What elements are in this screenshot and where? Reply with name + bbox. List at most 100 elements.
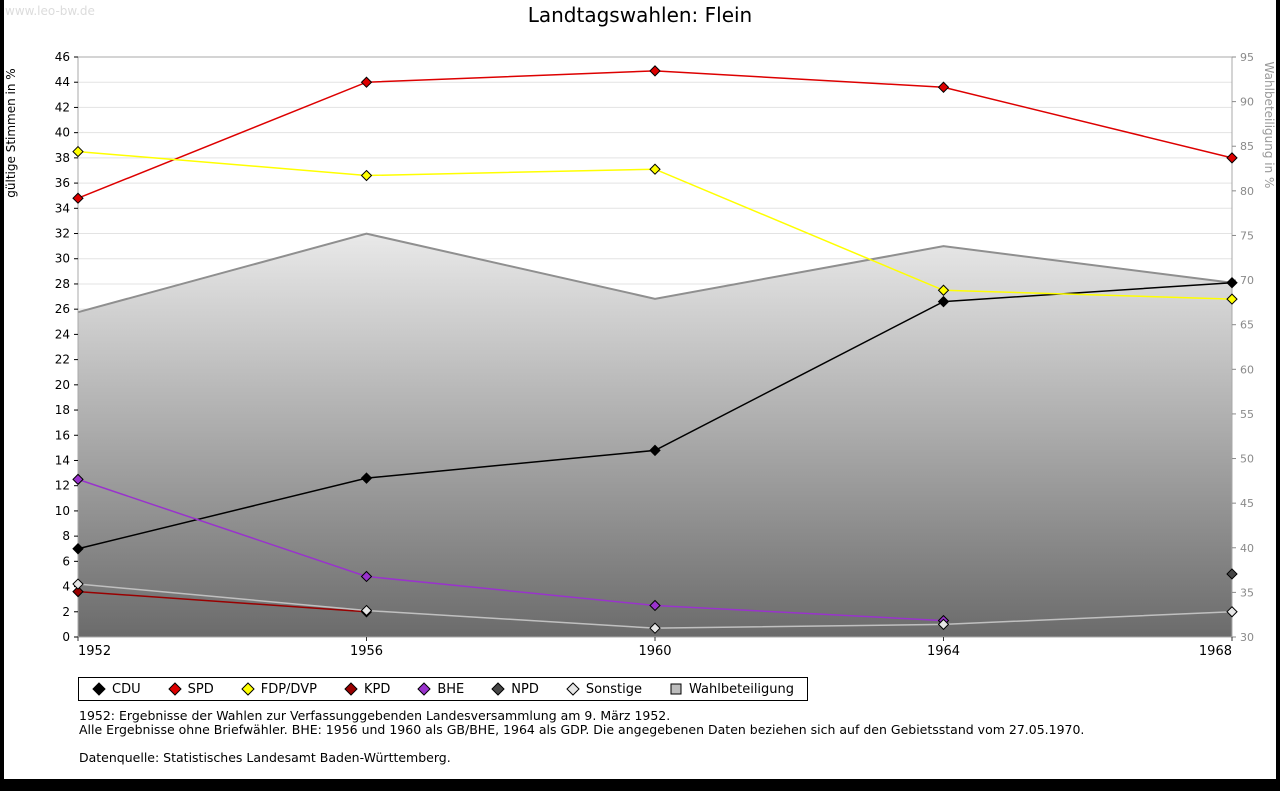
legend-label: Sonstige: [585, 681, 643, 697]
svg-text:42: 42: [55, 100, 70, 114]
svg-text:60: 60: [1240, 363, 1254, 376]
chart-canvas: 0246810121416182022242628303234363840424…: [4, 50, 1276, 659]
svg-text:30: 30: [55, 252, 70, 266]
legend-item-kpd: KPD: [344, 682, 390, 697]
svg-text:85: 85: [1240, 140, 1254, 153]
legend-item-cdu: CDU: [92, 682, 141, 697]
svg-text:24: 24: [55, 327, 70, 341]
svg-text:40: 40: [55, 126, 70, 140]
footnote-line: 1952: Ergebnisse der Wahlen zur Verfassu…: [79, 708, 671, 723]
series-spd: [72, 65, 1238, 204]
marker-fdp-dvp-1964: [937, 284, 950, 296]
svg-text:10: 10: [55, 504, 70, 518]
marker-fdp-dvp-1952: [72, 145, 84, 158]
legend-item-spd: SPD: [167, 681, 214, 697]
legend-label: SPD: [187, 681, 214, 697]
y-axis-right: 30 35 40 45 50 55 60 65 70 75 80 85 90 95 Wahlbeteilig…: [1232, 51, 1276, 644]
marker-cdu-1956: [360, 472, 373, 484]
marker-npd-1968: [1226, 568, 1238, 580]
svg-text:1968: 1968: [1199, 644, 1232, 659]
svg-text:16: 16: [55, 428, 70, 442]
svg-text:70: 70: [1240, 274, 1254, 287]
svg-text:32: 32: [55, 227, 70, 241]
marker-spd-1960: [649, 65, 661, 77]
svg-text:65: 65: [1240, 319, 1254, 332]
marker-spd-1952: [72, 192, 84, 204]
marker-bhe-1956: [360, 570, 373, 583]
svg-text:12: 12: [55, 479, 70, 493]
svg-text:28: 28: [55, 277, 70, 291]
svg-text:18: 18: [55, 403, 70, 417]
marker-fdp-dvp-1956: [360, 169, 373, 182]
marker-sonstige-1964: [937, 618, 950, 631]
svg-text:22: 22: [55, 353, 70, 367]
svg-text:1952: 1952: [78, 644, 111, 659]
svg-text:8: 8: [62, 529, 70, 543]
svg-text:75: 75: [1240, 229, 1254, 242]
series-fdp-dvp: [72, 145, 1238, 305]
marker-fdp-dvp-1960: [649, 163, 661, 175]
diamond-marker-icon: [344, 682, 358, 696]
legend-label: Wahlbeteiligung: [689, 681, 795, 697]
marker-spd-1964: [937, 81, 950, 93]
diamond-marker-icon: [566, 682, 580, 696]
legend-label: FDP/DVP: [260, 681, 317, 697]
page-border-left: [0, 0, 4, 791]
legend-item-bhe: BHE: [417, 682, 464, 697]
svg-text:14: 14: [55, 453, 70, 467]
svg-text:95: 95: [1240, 51, 1254, 64]
diamond-marker-icon: [92, 682, 106, 696]
diamond-marker-icon: [241, 682, 255, 696]
svg-text:45: 45: [1240, 497, 1254, 510]
svg-text:6: 6: [62, 554, 70, 568]
marker-bhe-1952: [72, 473, 84, 486]
y-axis-left: 0246810121416182022242628303234363840424…: [4, 50, 78, 644]
y-axis-left-title: gültige Stimmen in %: [4, 68, 18, 197]
svg-text:40: 40: [1240, 542, 1254, 555]
marker-cdu-1960: [649, 444, 661, 457]
svg-text:50: 50: [1240, 453, 1254, 466]
series-cdu: [72, 276, 1238, 555]
marker-spd-1968: [1226, 152, 1238, 164]
footnote-line: Alle Ergebnisse ohne Briefwähler. BHE: 1…: [79, 722, 1085, 737]
marker-spd-1956: [360, 76, 373, 88]
diamond-marker-icon: [491, 682, 505, 696]
marker-sonstige-1952: [72, 578, 84, 590]
marker-cdu-1952: [72, 543, 84, 555]
svg-text:26: 26: [55, 302, 70, 316]
legend-item-fdp-dvp: FDP/DVP: [241, 682, 317, 697]
marker-sonstige-1956: [360, 604, 373, 617]
legend-item-npd: NPD: [491, 682, 539, 697]
x-axis: 1952 1956 1960 1964 1968: [77, 637, 1233, 659]
diamond-marker-icon: [167, 682, 182, 696]
series-npd: [1226, 568, 1238, 580]
svg-text:38: 38: [55, 151, 70, 165]
svg-text:4: 4: [62, 580, 70, 594]
legend-item-wahlbeteiligung: Wahlbeteiligung: [669, 682, 794, 697]
svg-text:1960: 1960: [638, 644, 671, 659]
legend-item-sonstige: Sonstige: [566, 682, 642, 697]
site-watermark: www.leo-bw.de: [5, 4, 95, 18]
legend-label: BHE: [437, 681, 465, 697]
svg-text:34: 34: [55, 201, 70, 215]
svg-text:30: 30: [1240, 631, 1254, 644]
svg-text:20: 20: [55, 378, 70, 392]
marker-cdu-1964: [937, 295, 950, 308]
chart-title: Landtagswahlen: Flein: [527, 3, 753, 27]
svg-text:55: 55: [1240, 408, 1254, 421]
page-border-bottom: [0, 779, 1280, 791]
legend-label: CDU: [112, 681, 141, 697]
svg-text:90: 90: [1240, 96, 1254, 109]
legend-label: NPD: [511, 681, 539, 697]
diamond-marker-icon: [417, 682, 432, 696]
footnotes: 1952: Ergebnisse der Wahlen zur Verfassu…: [79, 709, 1084, 765]
turnout-area: [77, 232, 1233, 637]
svg-text:0: 0: [62, 630, 70, 644]
svg-text:1964: 1964: [927, 644, 960, 659]
data-source-note: Datenquelle: Statistisches Landesamt Bad…: [79, 750, 451, 765]
square-marker-icon: [670, 683, 682, 695]
marker-cdu-1968: [1226, 276, 1238, 289]
svg-text:35: 35: [1240, 586, 1254, 599]
svg-text:36: 36: [55, 176, 70, 190]
svg-text:1956: 1956: [350, 644, 383, 659]
